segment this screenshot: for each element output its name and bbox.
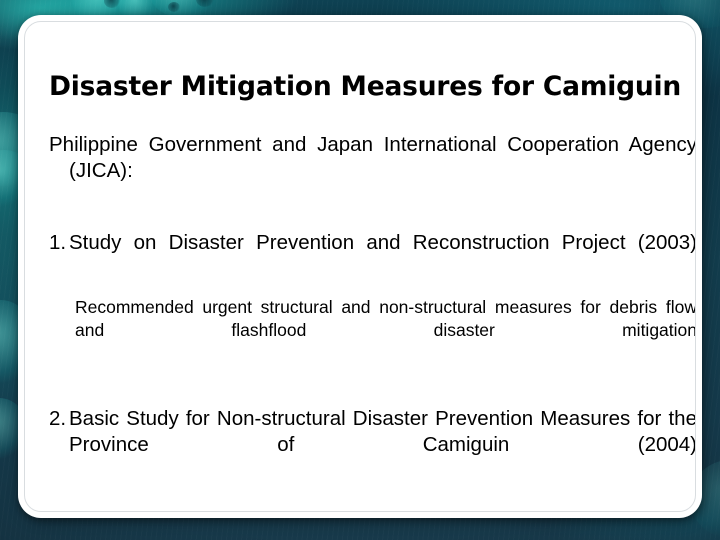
list-item-number: 1.: [49, 231, 67, 254]
slide-content: Disaster Mitigation Measures for Camigui…: [25, 22, 696, 511]
list-item: 1. Study on Disaster Prevention and Recon…: [49, 230, 696, 282]
page-title: Disaster Mitigation Measures for Camigui…: [49, 70, 682, 102]
list-item-text: Basic Study for Non-structural Disaster …: [69, 406, 696, 456]
intro-paragraph: Philippine Government and Japan Internat…: [49, 133, 696, 182]
list-item-number: 2.: [49, 406, 67, 430]
list-item: 2. Basic Study for Non-structural Disaste…: [49, 406, 696, 484]
slide-card-inner: Disaster Mitigation Measures for Camigui…: [24, 21, 696, 512]
list-item-text: Study on Disaster Prevention and Reconst…: [69, 231, 696, 254]
slide-card: Disaster Mitigation Measures for Camigui…: [18, 15, 702, 518]
list-item-subtext: Recommended urgent structural and non-st…: [75, 297, 696, 340]
slide-body: Philippine Government and Japan Internat…: [49, 132, 696, 484]
